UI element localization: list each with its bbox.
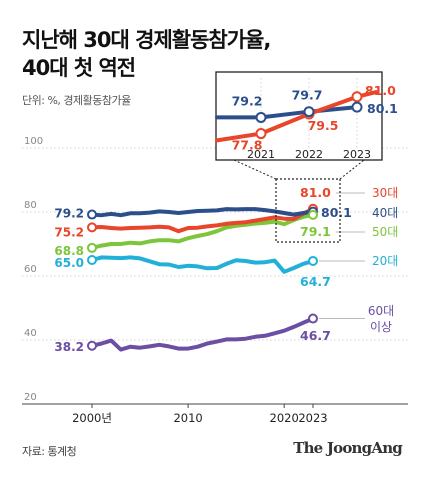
end-value-label-1: 80.1 — [321, 205, 352, 220]
series-line-4 — [90, 316, 315, 352]
inset-x-tick-label-2021: 2021 — [247, 148, 275, 161]
start-value-label-4: 38.2 — [54, 340, 84, 354]
start-point-4 — [87, 340, 97, 351]
x-tick-label-2020: 2020 — [270, 411, 299, 425]
legend-name-4-line-1: 이상 — [370, 320, 392, 334]
y-tick-label-100: 100 — [24, 136, 43, 147]
highlight-box — [275, 178, 341, 243]
inset-point-1-2 — [351, 101, 363, 113]
inset-point-1-1 — [303, 106, 315, 118]
inset-x-tick-label-2022: 2022 — [295, 148, 323, 161]
end-point-3 — [308, 255, 318, 266]
end-value-label-3: 64.7 — [300, 274, 331, 289]
series-line-2 — [90, 212, 315, 250]
legend-name-3: 20대 — [372, 254, 398, 268]
end-point-4 — [308, 313, 318, 324]
x-tick-label-2010: 2010 — [173, 411, 202, 425]
x-tick-label-2000: 2000년 — [72, 411, 112, 425]
y-tick-label-40: 40 — [24, 328, 37, 339]
inset-value-label-0-2: 81.0 — [365, 83, 396, 98]
inset-connector-right — [339, 159, 365, 180]
x-tick-label-2023: 2023 — [298, 411, 327, 425]
inset-value-label-1-1: 79.7 — [292, 88, 323, 103]
end-value-label-2: 79.1 — [300, 224, 331, 239]
start-value-label-3: 65.0 — [54, 256, 84, 270]
start-value-label-2: 68.8 — [54, 244, 84, 258]
series-line-1 — [90, 207, 315, 218]
legend-name-1: 40대 — [372, 206, 398, 220]
start-point-1 — [87, 209, 97, 220]
unit-label: 단위: %, 경제활동참가율 — [22, 94, 131, 107]
start-value-label-0: 75.2 — [54, 225, 84, 239]
y-tick-label-60: 60 — [24, 264, 37, 275]
legend-name-0: 30대 — [372, 186, 398, 200]
source-label: 자료: 통계청 — [22, 445, 77, 458]
inset-x-tick-label-2023: 2023 — [343, 148, 371, 161]
inset-series-line-1 — [215, 105, 359, 120]
start-point-2 — [87, 242, 97, 253]
inset-value-label-1-0: 79.2 — [232, 93, 263, 108]
end-point-2 — [308, 209, 318, 220]
legend-name-2: 50대 — [372, 225, 398, 239]
inset-value-label-1-2: 80.1 — [367, 101, 398, 116]
start-point-0 — [87, 222, 97, 233]
inset-connector-left — [233, 159, 277, 180]
inset-point-1-0 — [255, 111, 267, 123]
start-value-label-1: 79.2 — [54, 207, 84, 221]
series-line-3 — [90, 255, 315, 274]
y-tick-label-80: 80 — [24, 200, 37, 211]
y-tick-label-20: 20 — [24, 392, 37, 403]
legend-name-4-line-0: 60대 — [368, 304, 394, 318]
series-line-0 — [90, 206, 315, 234]
chart-title-line2: 40대 첫 역전 — [22, 56, 136, 80]
end-value-label-4: 46.7 — [300, 328, 331, 343]
end-value-label-0: 81.0 — [300, 185, 331, 200]
start-point-3 — [87, 255, 97, 265]
inset-point-0-2 — [351, 91, 363, 103]
chart-title-line1: 지난해 30대 경제활동참가율, — [22, 28, 271, 52]
brand-logo: The JoongAng — [293, 439, 403, 457]
inset-value-label-0-0: 77.8 — [232, 138, 263, 153]
inset-value-label-0-1: 79.5 — [308, 118, 339, 133]
inset-point-0-0 — [255, 128, 267, 140]
